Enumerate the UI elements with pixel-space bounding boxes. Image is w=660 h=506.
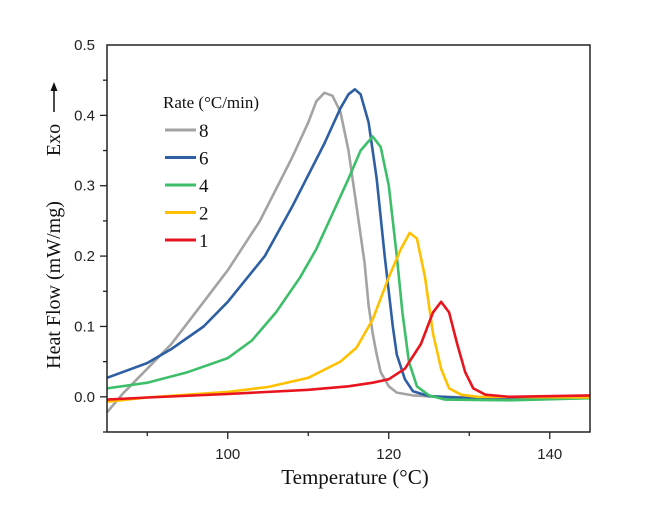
series-layer	[106, 88, 591, 414]
series-line-rate-4	[106, 135, 591, 402]
exo-arrow-icon	[50, 82, 58, 112]
plot-frame	[106, 44, 591, 433]
series-line-rate-8	[106, 91, 590, 414]
y-tick-label: 0.2	[74, 248, 95, 265]
legend-label-6: 6	[199, 149, 209, 170]
y-tick-label: 0.4	[74, 107, 95, 124]
exo-label: Exo	[43, 124, 65, 156]
y-tick-label: 0.3	[74, 178, 95, 195]
ticks: 100 120 140 0.0 0.1 0.2 0.3 0.4 0.5	[74, 37, 562, 463]
legend: 8 6 4 2 1	[165, 121, 209, 252]
series-line-rate-1	[106, 300, 591, 401]
y-tick-label: 0.1	[74, 318, 95, 335]
legend-label-8: 8	[199, 121, 209, 142]
series-line-rate-6	[106, 88, 591, 400]
y-tick-label: 0.0	[74, 389, 95, 406]
y-axis-label: Heat Flow (mW/mg)	[43, 201, 65, 369]
x-tick-label: 120	[376, 446, 401, 463]
legend-label-4: 4	[199, 176, 209, 197]
legend-title: Rate (°C/min)	[163, 93, 259, 112]
series-line-rate-2	[106, 231, 591, 403]
y-tick-label: 0.5	[74, 37, 95, 54]
x-tick-label: 100	[215, 446, 240, 463]
legend-label-2: 2	[199, 204, 209, 225]
x-axis-label: Temperature (°C)	[281, 465, 428, 489]
legend-label-1: 1	[199, 231, 209, 252]
x-tick-label: 140	[537, 446, 562, 463]
